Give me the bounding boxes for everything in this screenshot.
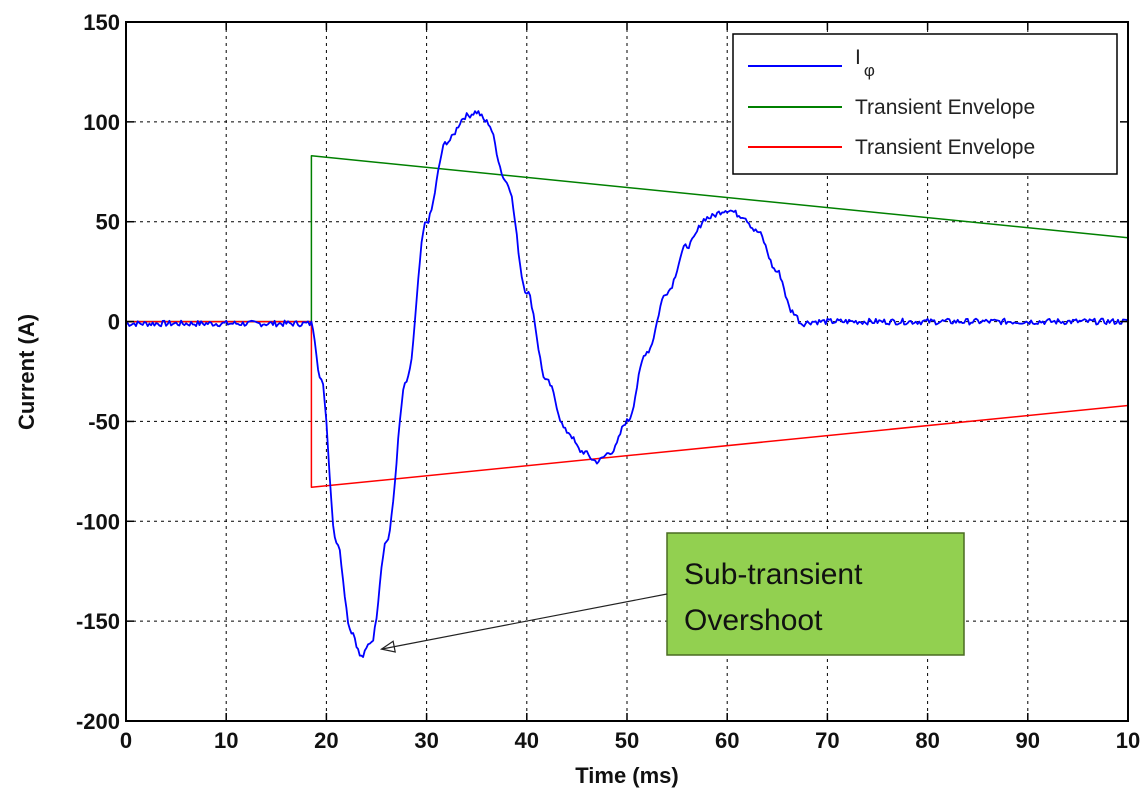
x-axis-label: Time (ms) <box>575 763 679 788</box>
annotation-line-2: Overshoot <box>684 604 823 637</box>
legend-label-current-subscript: φ <box>864 61 875 80</box>
series-line-red-envelope <box>126 320 1129 489</box>
y-tick-label: -200 <box>76 709 120 734</box>
annotation-arrowhead <box>379 640 396 653</box>
y-tick-label: -50 <box>88 409 120 434</box>
series-line-current <box>125 110 1129 658</box>
series-group <box>125 110 1129 658</box>
axis-ticks: 0 10 20 30 40 50 60 70 80 90 10 -200 -150 -100 -50 0 50 1… <box>76 10 1140 753</box>
legend: Iφ Transient Envelope Transient Envelope <box>732 33 1118 175</box>
y-tick-label: 150 <box>83 10 120 35</box>
y-tick-label: 50 <box>96 210 120 235</box>
y-tick-label: 100 <box>83 110 120 135</box>
y-tick-label: 0 <box>108 310 120 335</box>
legend-label-current-main: I <box>855 46 861 69</box>
x-tick-label: 40 <box>515 728 539 753</box>
annotation-arrow <box>381 593 668 650</box>
annotation: Sub-transient Overshoot <box>379 532 965 656</box>
y-tick-label: -100 <box>76 509 120 534</box>
legend-label-red-envelope: Transient Envelope <box>855 136 1035 159</box>
x-tick-label: 10 <box>1116 728 1140 753</box>
x-tick-label: 90 <box>1016 728 1040 753</box>
annotation-box <box>666 532 965 656</box>
x-tick-label: 0 <box>120 728 132 753</box>
legend-box <box>732 33 1118 175</box>
y-axis-label: Current (A) <box>14 314 39 430</box>
legend-label-green-envelope: Transient Envelope <box>855 96 1035 119</box>
x-tick-label: 70 <box>815 728 839 753</box>
annotation-line-1: Sub-transient <box>684 558 863 591</box>
x-tick-label: 60 <box>715 728 739 753</box>
y-tick-label: -150 <box>76 609 120 634</box>
x-tick-label: 80 <box>915 728 939 753</box>
x-tick-label: 50 <box>615 728 639 753</box>
x-tick-label: 20 <box>314 728 338 753</box>
x-tick-label: 10 <box>214 728 238 753</box>
x-tick-label: 30 <box>414 728 438 753</box>
legend-label-current: Iφ <box>855 46 875 80</box>
